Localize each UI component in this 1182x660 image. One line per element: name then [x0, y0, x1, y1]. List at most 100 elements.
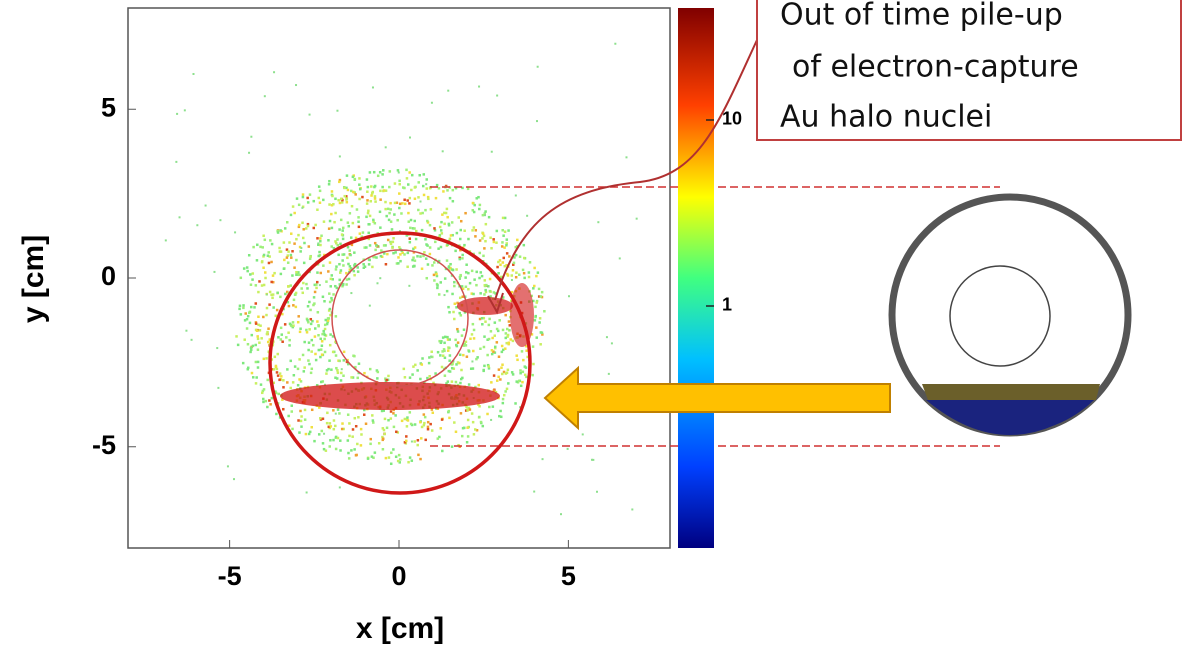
hit-dot	[303, 242, 306, 245]
hit-dot	[508, 320, 511, 323]
hit-dot	[357, 416, 360, 419]
hit-dot	[303, 341, 306, 344]
hit-dot	[488, 324, 491, 327]
hit-dot	[252, 376, 255, 379]
hit-dot	[301, 207, 303, 209]
hit-dot	[303, 262, 306, 265]
hit-dot	[338, 181, 341, 184]
hit-dot	[461, 254, 464, 257]
hit-dot	[472, 323, 475, 326]
hit-dot	[456, 232, 459, 235]
hit-dot	[451, 268, 454, 271]
hit-dot	[385, 457, 388, 460]
hit-dot	[309, 258, 312, 261]
hit-dot	[298, 358, 301, 361]
hit-dot	[383, 189, 386, 192]
hit-dot	[334, 212, 337, 215]
hit-dot	[417, 209, 420, 212]
hit-dot	[518, 273, 521, 276]
hit-dot	[493, 334, 496, 337]
annotation-line: Au halo nuclei	[780, 100, 992, 135]
hit-dot	[295, 238, 298, 241]
hit-dot	[355, 425, 358, 428]
hit-dot	[490, 247, 493, 250]
hit-dot	[466, 441, 469, 444]
hit-dot	[352, 222, 355, 225]
hit-dot	[478, 405, 481, 408]
hit-dot	[452, 189, 455, 192]
hit-dot	[257, 348, 260, 351]
hit-dot	[374, 195, 377, 198]
hit-dot	[444, 374, 447, 377]
hit-dot	[442, 354, 445, 357]
hit-dot	[355, 454, 358, 457]
hit-dot	[357, 216, 360, 219]
hit-dot	[452, 200, 455, 203]
hit-dot	[293, 242, 296, 245]
hit-dot	[461, 334, 464, 337]
hit-dot	[424, 416, 427, 419]
hit-dot	[528, 276, 531, 279]
hit-dot	[469, 337, 472, 340]
hit-dot	[294, 293, 297, 296]
hit-dot	[310, 318, 313, 321]
hit-dot	[314, 327, 317, 330]
hit-dot	[448, 417, 451, 420]
hit-dot	[460, 378, 463, 381]
hit-dot	[484, 214, 486, 216]
hit-dot	[341, 259, 344, 262]
hit-dot	[358, 198, 361, 201]
hit-dot	[376, 377, 379, 380]
hit-dot	[384, 418, 387, 421]
hit-dot	[409, 376, 412, 379]
hit-dot	[515, 276, 518, 279]
hit-dot	[409, 197, 412, 200]
hit-dot	[436, 287, 439, 290]
hit-dot	[263, 254, 266, 256]
hit-dot	[323, 220, 326, 223]
hit-dot	[213, 271, 215, 273]
hit-dot	[502, 257, 505, 260]
hit-dot	[384, 201, 387, 204]
hit-dot	[307, 225, 310, 228]
hit-dot	[454, 339, 457, 342]
hit-dot	[302, 237, 305, 240]
hit-dot	[501, 363, 504, 366]
hit-dot	[427, 198, 430, 201]
hit-dot	[251, 278, 254, 281]
hit-dot	[324, 324, 327, 327]
hit-dot	[451, 380, 454, 383]
hit-dot	[284, 227, 287, 230]
hit-dot	[373, 186, 376, 189]
hit-dot	[302, 354, 305, 357]
hit-dot	[314, 353, 317, 356]
hit-dot	[336, 244, 339, 247]
hit-dot	[342, 264, 345, 267]
hit-dot	[394, 251, 397, 254]
hit-dot	[328, 183, 331, 186]
hit-dot	[386, 427, 389, 430]
hit-dot	[329, 344, 332, 347]
hit-dot	[341, 422, 344, 425]
hit-dot	[410, 219, 413, 222]
hit-dot	[347, 452, 350, 455]
hit-dot	[306, 287, 309, 290]
hit-dot	[336, 377, 339, 380]
hit-dot	[389, 202, 392, 205]
hit-dot	[506, 388, 509, 391]
hit-dot	[424, 209, 427, 212]
hit-dot	[308, 363, 311, 366]
hit-dot	[348, 435, 351, 438]
hit-dot	[361, 196, 364, 199]
hit-dot	[381, 173, 384, 176]
hit-dot	[450, 234, 453, 237]
hit-dot	[487, 365, 490, 368]
hit-dot	[467, 288, 470, 291]
hit-dot	[440, 427, 443, 430]
hit-dot	[439, 281, 442, 284]
hit-dot	[395, 431, 398, 434]
hit-dot	[443, 212, 446, 215]
hit-dot	[453, 421, 456, 424]
hit-dot	[332, 351, 335, 354]
hit-dot	[191, 339, 193, 341]
